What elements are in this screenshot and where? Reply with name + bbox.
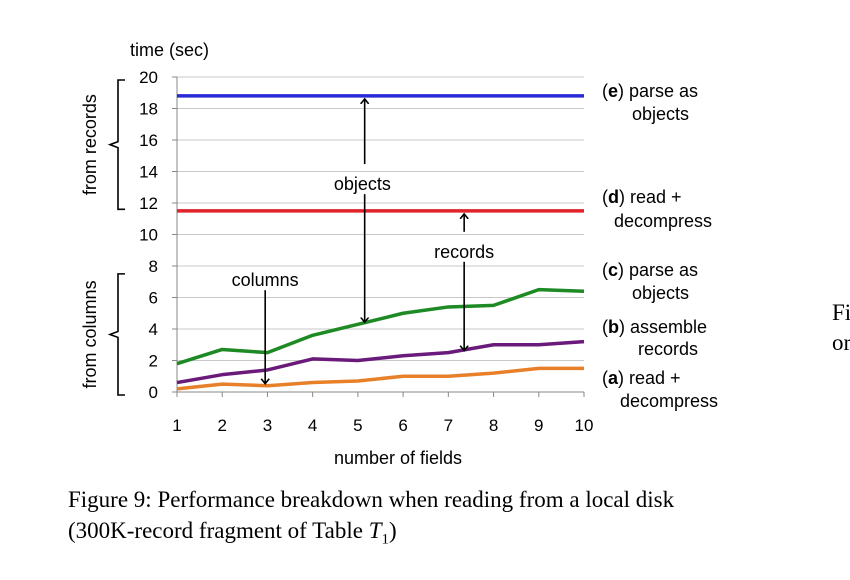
figure-caption: Figure 9: Performance breakdown when rea… [68, 484, 674, 556]
legend-label-a-line2: decompress [620, 391, 718, 411]
y-tick-label-2: 2 [149, 352, 158, 371]
x-tick-label-10: 10 [575, 416, 594, 435]
x-tick-label-9: 9 [534, 416, 543, 435]
x-tick-label-8: 8 [489, 416, 498, 435]
x-tick-label-4: 4 [308, 416, 317, 435]
x-tick-label-6: 6 [398, 416, 407, 435]
y-tick-label-8: 8 [149, 257, 158, 276]
from-columns-label: from columns [80, 280, 100, 388]
grid-lines [177, 76, 584, 361]
y-tick-label-16: 16 [139, 131, 158, 150]
y-tick-label-0: 0 [149, 383, 158, 402]
annotation-label-objects: objects [334, 174, 391, 194]
cropped-side-text: Fi or [832, 300, 850, 355]
series-line-a [176, 366, 584, 391]
from-records-label: from records [80, 94, 100, 195]
legend-label-e-line2: objects [632, 104, 689, 124]
group-brackets: from records from columns [80, 79, 125, 396]
legend: (e) parse as objects (d) read + decompress (… [602, 81, 718, 411]
y-tick-label-14: 14 [139, 163, 158, 182]
legend-label-d: (d) read + [602, 187, 682, 207]
y-tick-label-20: 20 [139, 68, 158, 87]
legend-label-d-line2: decompress [614, 211, 712, 231]
y-axis-title: time (sec) [130, 40, 209, 60]
x-tick-label-2: 2 [217, 416, 226, 435]
x-axis-title: number of fields [334, 448, 462, 468]
y-tick-label-10: 10 [139, 226, 158, 245]
annotations: objects records columns [232, 99, 494, 384]
y-tick-label-4: 4 [149, 320, 158, 339]
x-tick-label-7: 7 [444, 416, 453, 435]
caption-table-subscript: 1 [381, 531, 389, 548]
legend-label-b-line2: records [638, 339, 698, 359]
annotation-label-records: records [434, 242, 494, 262]
x-tick-label-3: 3 [263, 416, 272, 435]
caption-line-2: (300K-record fragment of Table T1) [68, 518, 397, 548]
legend-label-b: (b) assemble [602, 317, 707, 337]
annotation-label-columns: columns [232, 270, 299, 290]
from-columns-bracket [107, 273, 125, 396]
caption-line-1: Figure 9: Performance breakdown when rea… [68, 487, 675, 512]
series-line-b [176, 339, 585, 385]
caption-table-variable: T [368, 518, 382, 543]
legend-label-e: (e) parse as [602, 81, 698, 101]
series-line-c [176, 287, 585, 366]
x-tick-label-5: 5 [353, 416, 362, 435]
y-tick-label-12: 12 [139, 194, 158, 213]
x-tick-label-1: 1 [172, 416, 181, 435]
from-records-bracket [107, 79, 125, 211]
legend-label-c-line2: objects [632, 283, 689, 303]
legend-label-a: (a) read + [602, 368, 681, 388]
legend-label-c: (c) parse as [602, 260, 698, 280]
y-tick-label-18: 18 [139, 100, 158, 119]
series-lines [176, 94, 585, 391]
y-tick-label-6: 6 [149, 289, 158, 308]
